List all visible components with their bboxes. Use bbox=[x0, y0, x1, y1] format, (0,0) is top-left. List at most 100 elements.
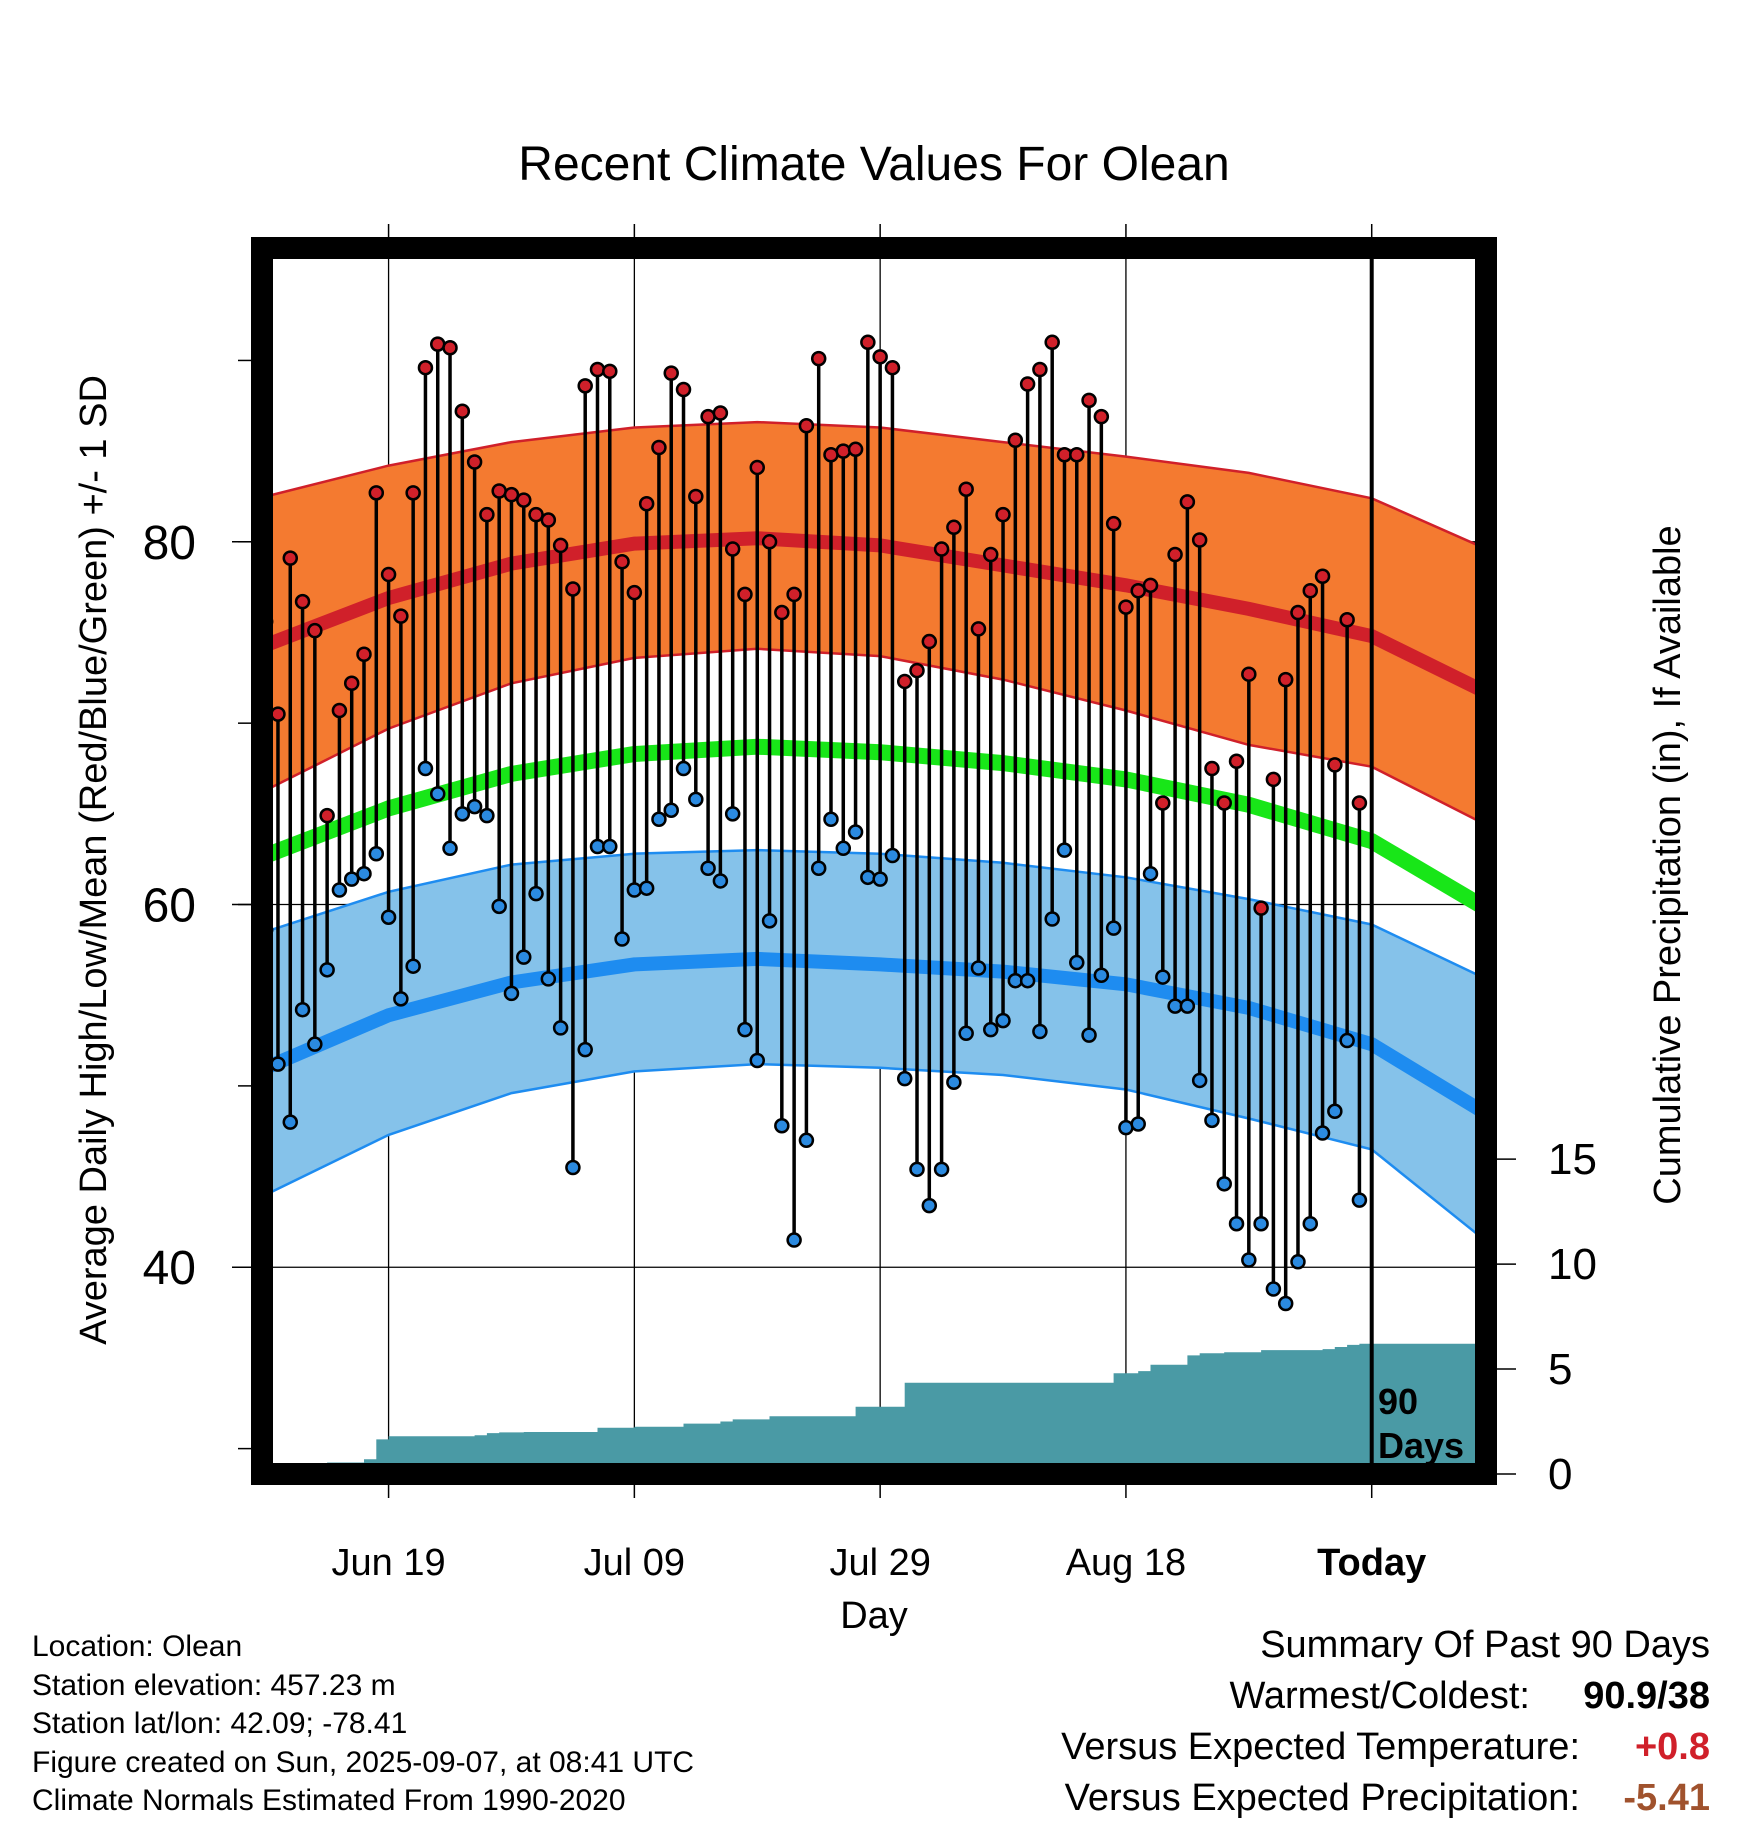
x-tick-label: Aug 18 bbox=[1066, 1542, 1186, 1584]
daily-low-point bbox=[712, 873, 729, 889]
normal-low-lower-edge bbox=[265, 1062, 1484, 1240]
daily-low-point bbox=[982, 1021, 999, 1038]
daily-low-point bbox=[368, 845, 385, 862]
daily-high-point bbox=[1032, 361, 1048, 378]
daily-high-point bbox=[454, 403, 471, 419]
daily-high-point bbox=[675, 381, 692, 398]
daily-low-point bbox=[1081, 1027, 1097, 1043]
daily-high-point bbox=[626, 584, 643, 601]
daily-high-point bbox=[1118, 599, 1134, 615]
daily-high-point bbox=[1351, 795, 1368, 811]
daily-high-point bbox=[761, 534, 778, 550]
daily-high-point bbox=[1253, 900, 1269, 916]
y-right-tick-label: 15 bbox=[1548, 1135, 1597, 1184]
y-left-tick-label: 40 bbox=[143, 1242, 196, 1295]
daily-high-point bbox=[552, 537, 569, 554]
daily-high-point bbox=[565, 581, 581, 597]
daily-low-point bbox=[1277, 1295, 1294, 1312]
daily-low-point bbox=[798, 1132, 815, 1149]
daily-high-point bbox=[331, 702, 348, 719]
daily-high-point bbox=[540, 512, 557, 528]
daily-low-point bbox=[602, 838, 618, 855]
daily-low-point bbox=[491, 898, 507, 915]
daily-low-point bbox=[343, 871, 360, 887]
x-axis-label: Day bbox=[840, 1595, 908, 1637]
y-axis-label-right: Cumulative Precipitation (in), If Availa… bbox=[1647, 525, 1689, 1204]
daily-low-point bbox=[896, 1070, 913, 1087]
daily-high-point bbox=[884, 359, 901, 376]
daily-low-point bbox=[970, 960, 987, 976]
daily-low-point bbox=[810, 860, 827, 877]
daily-low-point bbox=[1265, 1281, 1282, 1297]
daily-high-point bbox=[429, 336, 446, 352]
daily-high-point bbox=[1179, 494, 1196, 510]
daily-high-point bbox=[516, 492, 532, 508]
daily-low-point bbox=[872, 871, 888, 887]
daily-high-point bbox=[270, 706, 286, 722]
daily-high-point bbox=[479, 506, 495, 523]
y-right-tick-label: 0 bbox=[1548, 1450, 1572, 1499]
daily-low-point bbox=[331, 882, 348, 898]
normal-low-line bbox=[262, 951, 1486, 1118]
daily-low-point bbox=[1314, 1125, 1331, 1141]
daily-low-point bbox=[307, 1036, 323, 1052]
daily-low-point bbox=[1155, 969, 1171, 985]
cumulative-precip-area bbox=[265, 1343, 1486, 1474]
daily-low-point bbox=[774, 1118, 790, 1134]
daily-high-point bbox=[368, 485, 385, 501]
daily-low-point bbox=[528, 885, 544, 902]
temperature-anomaly-value: +0.8 bbox=[1634, 1726, 1710, 1768]
daily-high-point bbox=[1130, 583, 1146, 599]
daily-high-point bbox=[1241, 666, 1257, 682]
axes: Jun 19 Jul 09 Jul 29 Aug 18 Today 40 60 80 0 5 10 1… bbox=[143, 224, 1597, 1584]
daily-low-point bbox=[1253, 1215, 1269, 1232]
summary-precipitation: Versus Expected Precipitation: -5.41 bbox=[1061, 1773, 1710, 1824]
warmest-coldest-value: 90.9/38 bbox=[1583, 1675, 1710, 1717]
daily-high-point bbox=[749, 459, 766, 476]
daily-low-point bbox=[909, 1161, 925, 1178]
daily-low-point bbox=[688, 791, 704, 808]
today-label-days: Days bbox=[1378, 1425, 1464, 1466]
daily-low-point bbox=[1093, 967, 1110, 984]
daily-high-point bbox=[528, 506, 544, 523]
daily-high-point bbox=[466, 454, 483, 470]
daily-high-point bbox=[823, 447, 839, 463]
daily-low-point bbox=[565, 1159, 581, 1176]
daily-high-point bbox=[1302, 583, 1319, 599]
daily-high-point bbox=[835, 443, 852, 459]
daily-high-point bbox=[982, 546, 999, 563]
daily-high-point bbox=[1019, 376, 1036, 392]
daily-low-point bbox=[540, 971, 557, 987]
daily-low-point bbox=[1069, 954, 1085, 971]
daily-high-point bbox=[1167, 546, 1183, 563]
warmest-coldest-label: Warmest/Coldest: bbox=[1229, 1675, 1530, 1717]
daily-high-point bbox=[872, 349, 888, 365]
daily-low-point bbox=[946, 1074, 962, 1091]
plot-area bbox=[262, 248, 1486, 1474]
daily-high-point bbox=[1277, 671, 1294, 688]
daily-low-point bbox=[1191, 1072, 1208, 1089]
daily-low-point bbox=[393, 991, 409, 1007]
daily-low-point bbox=[749, 1052, 766, 1069]
daily-low-point bbox=[1019, 972, 1036, 989]
daily-high-point bbox=[995, 506, 1011, 523]
daily-high-point bbox=[909, 662, 925, 679]
x-tick-label: Jul 29 bbox=[829, 1542, 930, 1584]
daily-low-point bbox=[884, 847, 901, 864]
meta-normals: Climate Normals Estimated From 1990-2020 bbox=[32, 1784, 626, 1817]
daily-high-point bbox=[786, 586, 802, 603]
plot-frame bbox=[251, 237, 1497, 1485]
daily-low-point bbox=[1032, 1023, 1048, 1040]
daily-high-point bbox=[294, 593, 311, 610]
precipitation-anomaly-value: -5.41 bbox=[1623, 1777, 1710, 1819]
daily-low-point bbox=[294, 1001, 311, 1018]
daily-low-point bbox=[1216, 1176, 1232, 1192]
daily-high-point bbox=[1093, 408, 1110, 425]
daily-low-point bbox=[626, 882, 643, 898]
daily-low-point bbox=[761, 913, 778, 929]
y-left-tick-label: 60 bbox=[143, 880, 196, 933]
daily-high-point bbox=[1204, 760, 1220, 777]
daily-high-point bbox=[958, 481, 974, 497]
daily-low-point bbox=[700, 860, 716, 877]
